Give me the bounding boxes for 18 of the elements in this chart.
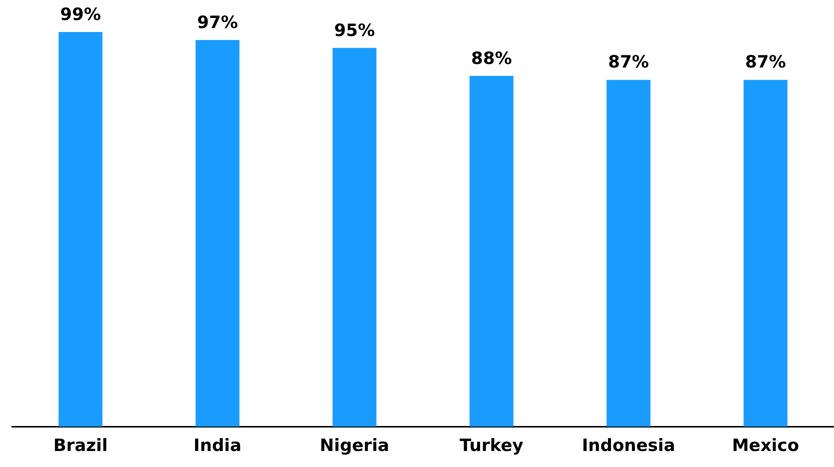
data-label: 95% (334, 20, 375, 41)
x-tick-label: Indonesia (582, 436, 676, 456)
data-label: 88% (471, 48, 512, 69)
bar (606, 80, 650, 427)
data-label: 97% (197, 12, 238, 33)
x-tick-label: Brazil (53, 436, 108, 456)
data-label: 87% (608, 52, 649, 73)
bar (58, 32, 102, 427)
bar (470, 76, 514, 427)
x-tick-label: Nigeria (320, 436, 390, 456)
x-tick-label: India (194, 436, 242, 456)
bar (332, 48, 376, 427)
data-label: 99% (60, 4, 101, 25)
bar (744, 80, 788, 427)
data-label: 87% (745, 52, 786, 73)
bar (196, 40, 240, 427)
x-tick-label: Mexico (732, 436, 799, 456)
x-tick-label: Turkey (460, 436, 524, 456)
